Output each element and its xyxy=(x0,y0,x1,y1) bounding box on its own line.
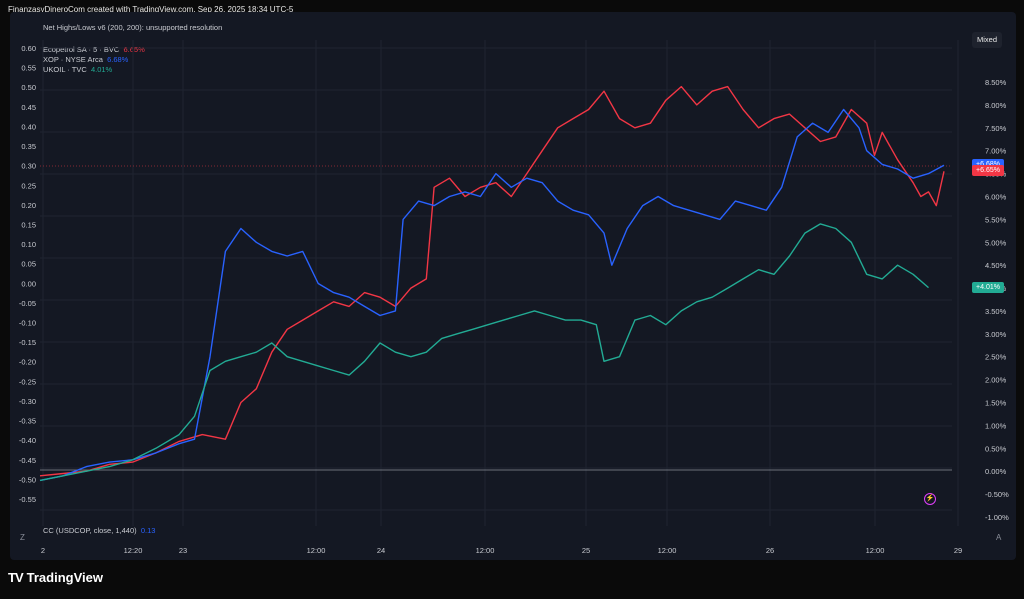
left-tick-label: -0.45 xyxy=(19,456,36,465)
right-tick-label: 0.50% xyxy=(985,444,1007,453)
left-tick-label: -0.50 xyxy=(19,475,36,484)
series-lines xyxy=(39,85,945,482)
left-tick-label: -0.25 xyxy=(19,377,36,386)
attribution-text: FinanzasyDineroCom created with TradingV… xyxy=(8,5,294,14)
left-tick-label: -0.35 xyxy=(19,417,36,426)
right-tick-label: 3.00% xyxy=(985,330,1007,339)
ecopetrol-price-badge: +6.65% xyxy=(972,165,1004,177)
right-tick-label: 0.00% xyxy=(985,467,1007,476)
series-line-2 xyxy=(39,223,929,482)
legend-item-ecopetrol[interactable]: Ecopetrol SA · 5 · BVC 6.65% xyxy=(43,45,145,54)
lower-pane-label: CC (USDCOP, close, 1,440) 0.13 xyxy=(43,526,156,535)
legend-item-xop[interactable]: XOP · NYSE Arca 6.68% xyxy=(43,55,129,64)
right-tick-label: 3.50% xyxy=(985,307,1007,316)
left-tick-label: 0.15 xyxy=(21,220,36,229)
right-tick-label: 1.50% xyxy=(985,399,1007,408)
x-tick-label: 2 xyxy=(41,546,45,555)
right-tick-label: 8.00% xyxy=(985,101,1007,110)
indicator-title: Net Highs/Lows v6 (200, 200): unsupporte… xyxy=(43,23,223,32)
right-tick-label: 8.50% xyxy=(985,78,1007,87)
right-tick-label: -0.50% xyxy=(985,490,1009,499)
legend: Ecopetrol SA · 5 · BVC 6.65% XOP · NYSE … xyxy=(43,45,145,75)
x-tick-label: 12:00 xyxy=(476,546,495,555)
left-tick-label: -0.20 xyxy=(19,358,36,367)
tradingview-mark-icon: TV xyxy=(8,570,24,585)
scale-left-button[interactable]: Z xyxy=(20,533,25,542)
x-tick-label: 26 xyxy=(766,546,774,555)
brand-name: TradingView xyxy=(26,570,103,585)
left-tick-label: 0.55 xyxy=(21,64,36,73)
scale-mode-button[interactable]: Mixed xyxy=(972,32,1002,48)
x-tick-label: 29 xyxy=(954,546,962,555)
right-tick-label: 1.00% xyxy=(985,421,1007,430)
xop-price-badge: +6.68% xyxy=(972,159,1004,171)
legend-item-ukoil[interactable]: UKOIL · TVC 4.01% xyxy=(43,65,113,74)
left-tick-label: 0.60 xyxy=(21,44,36,53)
left-tick-label: 0.25 xyxy=(21,181,36,190)
right-tick-label: 5.00% xyxy=(985,238,1007,247)
left-tick-label: 0.05 xyxy=(21,260,36,269)
x-axis: 2 12:20 23 12:00 24 12:00 25 12:00 26 12:00 29 xyxy=(41,546,962,555)
right-tick-label: 2.00% xyxy=(985,376,1007,385)
right-tick-label: 5.50% xyxy=(985,215,1007,224)
gridlines xyxy=(40,40,959,526)
series-line-1 xyxy=(39,108,945,482)
right-tick-label: -1.00% xyxy=(985,513,1009,522)
series-line-0 xyxy=(39,85,945,477)
x-tick-label: 12:00 xyxy=(307,546,326,555)
x-tick-label: 12:00 xyxy=(658,546,677,555)
x-tick-label: 23 xyxy=(179,546,187,555)
left-tick-label: 0.20 xyxy=(21,201,36,210)
scale-right-button[interactable]: A xyxy=(996,533,1002,542)
left-tick-label: 0.00 xyxy=(21,279,36,288)
left-tick-label: 0.40 xyxy=(21,122,36,131)
left-tick-label: 0.45 xyxy=(21,103,36,112)
right-tick-label: 7.00% xyxy=(985,147,1007,156)
tradingview-logo[interactable]: TV TradingView xyxy=(8,570,103,585)
left-tick-label: 0.30 xyxy=(21,162,36,171)
left-tick-label: -0.40 xyxy=(19,436,36,445)
right-tick-label: 4.50% xyxy=(985,261,1007,270)
left-axis: 0.60 0.55 0.50 0.45 0.40 0.35 0.30 0.25 0.20 0.15… xyxy=(19,44,36,504)
x-tick-label: 24 xyxy=(377,546,385,555)
left-tick-label: 0.50 xyxy=(21,83,36,92)
right-axis: 8.50%8.00%7.50%7.00%6.50%6.00%5.50%5.00%… xyxy=(985,78,1009,522)
x-tick-label: 12:00 xyxy=(866,546,885,555)
left-tick-label: 0.35 xyxy=(21,142,36,151)
ukoil-price-badge: +4.01% xyxy=(972,281,1004,293)
x-tick-label: 25 xyxy=(582,546,590,555)
left-tick-label: 0.10 xyxy=(21,240,36,249)
left-tick-label: -0.55 xyxy=(19,495,36,504)
attribution-bar: FinanzasyDineroCom created with TradingV… xyxy=(0,0,1024,20)
left-tick-label: -0.05 xyxy=(19,299,36,308)
right-tick-label: 7.50% xyxy=(985,124,1007,133)
right-tick-label: 6.00% xyxy=(985,192,1007,201)
left-tick-label: -0.30 xyxy=(19,397,36,406)
lightning-icon[interactable]: ⚡ xyxy=(924,493,936,505)
x-tick-label: 12:20 xyxy=(124,546,143,555)
left-tick-label: -0.15 xyxy=(19,338,36,347)
left-tick-label: -0.10 xyxy=(19,319,36,328)
chart-frame[interactable]: Net Highs/Lows v6 (200, 200): unsupporte… xyxy=(10,12,1016,560)
right-tick-label: 2.50% xyxy=(985,353,1007,362)
